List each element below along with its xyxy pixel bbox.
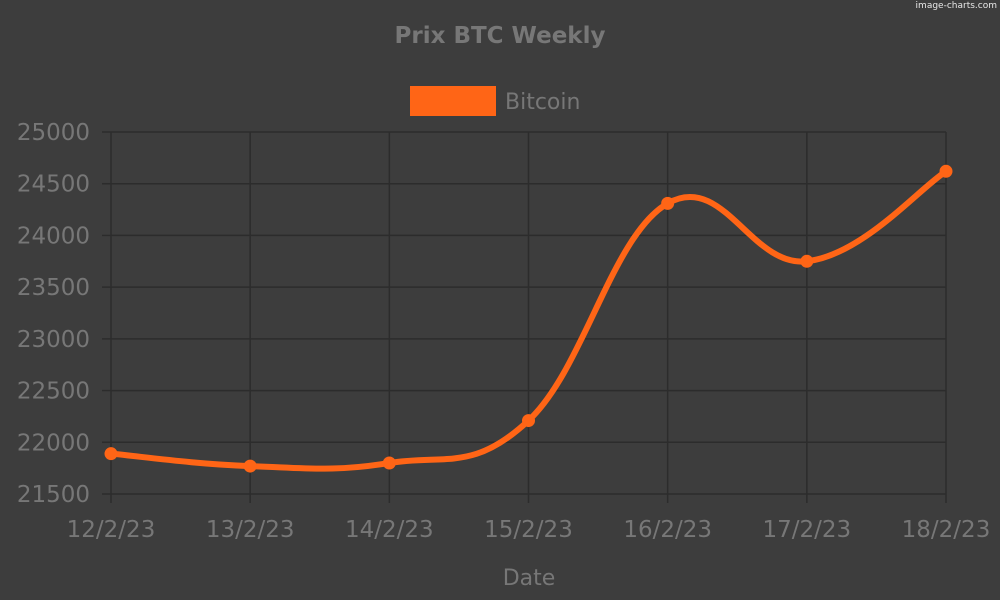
x-tick-label: 15/2/23 xyxy=(484,517,573,543)
x-tick-label: 18/2/23 xyxy=(902,517,991,543)
y-axis: 25000 24500 24000 23500 23000 22500 22000 21500 xyxy=(17,120,90,508)
legend-swatch-bitcoin xyxy=(410,86,496,116)
y-tick-label: 23500 xyxy=(17,275,90,301)
y-tick-label: 23000 xyxy=(17,327,90,353)
chart-title: Prix BTC Weekly xyxy=(395,23,606,49)
watermark: image-charts.com xyxy=(916,1,997,11)
x-tick-label: 14/2/23 xyxy=(345,517,434,543)
legend: Bitcoin xyxy=(410,86,580,116)
x-tick-label: 16/2/23 xyxy=(623,517,712,543)
y-tick-label: 22500 xyxy=(17,379,90,405)
x-tick-label: 13/2/23 xyxy=(206,517,295,543)
y-tick-label: 22000 xyxy=(17,430,90,456)
x-axis-title: Date xyxy=(503,566,556,591)
data-point xyxy=(800,254,814,268)
data-point xyxy=(382,456,396,470)
data-point xyxy=(104,447,118,461)
y-tick-label: 24000 xyxy=(17,223,90,249)
y-tick-label: 25000 xyxy=(17,120,90,146)
data-point xyxy=(939,164,953,178)
data-point xyxy=(661,196,675,210)
x-tick-label: 17/2/23 xyxy=(762,517,851,543)
y-tick-label: 24500 xyxy=(17,172,90,198)
y-tick-label: 21500 xyxy=(17,482,90,508)
data-point xyxy=(243,459,257,473)
grid xyxy=(102,131,947,503)
data-point xyxy=(522,414,535,428)
x-tick-label: 12/2/23 xyxy=(67,517,156,543)
series-bitcoin xyxy=(104,164,953,473)
legend-label-bitcoin: Bitcoin xyxy=(505,90,580,115)
x-axis: 12/2/23 13/2/23 14/2/23 15/2/23 16/2/23 17/2/… xyxy=(67,517,991,543)
